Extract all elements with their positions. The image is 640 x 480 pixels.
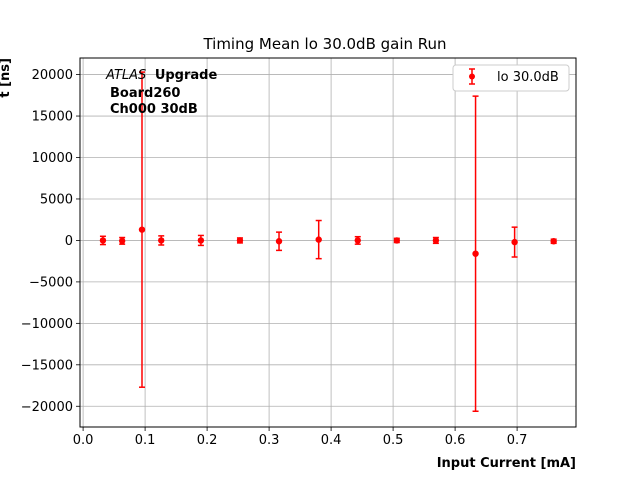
atlas-label: ATLAS xyxy=(105,68,146,83)
chart-title: Timing Mean lo 30.0dB gain Run xyxy=(202,35,446,53)
x-tick-label: 0.6 xyxy=(445,433,466,448)
data-point xyxy=(354,237,361,244)
data-point xyxy=(275,238,283,245)
atlas-annotation: ATLAS Upgrade xyxy=(105,68,217,83)
data-point xyxy=(315,236,322,243)
y-tick-label: 5000 xyxy=(40,192,73,207)
y-tick-label: 10000 xyxy=(32,151,73,166)
data-point xyxy=(393,237,401,244)
y-axis-ticks: −20000 −15000 −10000 −5000 0 5000 10000 15000 20… xyxy=(21,68,80,415)
channel-annotation: Ch000 30dB xyxy=(110,102,198,117)
legend-label: lo 30.0dB xyxy=(497,70,559,85)
y-tick-label: −10000 xyxy=(21,317,73,332)
data-point xyxy=(118,237,126,245)
board-annotation: Board260 xyxy=(110,86,180,101)
legend-box xyxy=(452,64,570,92)
upgrade-label: Upgrade xyxy=(155,68,218,83)
y-tick-label: −15000 xyxy=(21,358,73,373)
y-axis-label: t [ns] xyxy=(0,58,13,98)
x-tick-label: 0.0 xyxy=(73,433,94,448)
x-axis-label: Input Current [mA] xyxy=(437,456,576,471)
data-point xyxy=(511,238,518,246)
y-tick-label: 20000 xyxy=(32,68,73,83)
data-point xyxy=(99,237,107,244)
data-point xyxy=(138,226,146,233)
x-tick-label: 0.3 xyxy=(259,433,280,448)
x-axis-ticks: 0.0 0.1 0.2 0.3 0.4 0.5 0.6 0.7 xyxy=(73,427,528,448)
plot-frame xyxy=(79,57,577,428)
y-tick-label: −5000 xyxy=(29,275,73,290)
data-point xyxy=(197,237,205,244)
y-tick-label: −20000 xyxy=(21,400,73,415)
x-tick-label: 0.7 xyxy=(507,433,528,448)
x-tick-label: 0.5 xyxy=(383,433,404,448)
x-tick-label: 0.1 xyxy=(135,433,156,448)
legend-marker xyxy=(469,73,475,80)
legend: lo 30.0dB xyxy=(452,64,570,92)
data-point xyxy=(432,237,440,244)
y-tick-label: 15000 xyxy=(32,110,73,125)
x-tick-label: 0.2 xyxy=(197,433,218,448)
data-point xyxy=(236,237,244,244)
grid-lines xyxy=(80,58,576,427)
data-point xyxy=(158,237,165,244)
series-lo-30db xyxy=(99,71,557,412)
x-tick-label: 0.4 xyxy=(321,433,342,448)
data-point xyxy=(550,238,557,245)
y-tick-label: 0 xyxy=(65,234,73,249)
data-point xyxy=(472,250,479,257)
